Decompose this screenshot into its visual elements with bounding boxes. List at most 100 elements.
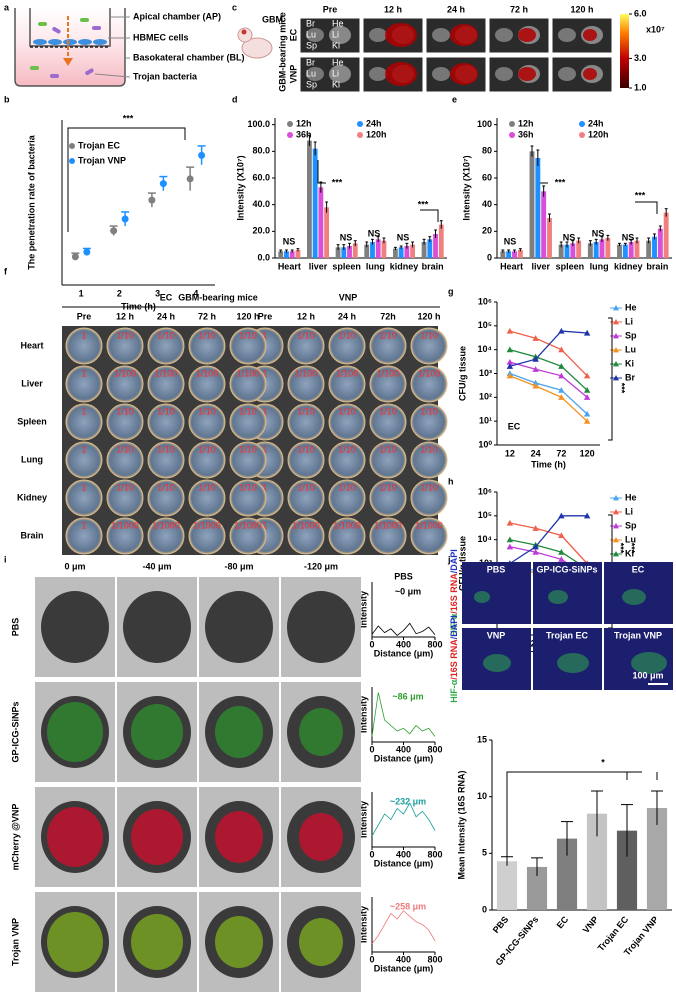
y-tick-label: 10⁵ <box>478 320 492 330</box>
colorbar-label: 1.0 <box>634 82 647 92</box>
point <box>583 512 591 519</box>
diagram-label: Trojan bacteria <box>133 71 198 81</box>
line <box>509 330 588 367</box>
x-axis-label: Time (h) <box>531 459 566 469</box>
annotation: EC <box>508 421 521 431</box>
stain-part: HIF-α <box>449 613 459 636</box>
plate <box>147 441 185 479</box>
fluorescence <box>215 706 263 758</box>
organ <box>329 65 351 83</box>
plate <box>229 327 267 365</box>
dilution-label: 1/100 <box>237 368 260 378</box>
image-label: Trojan EC <box>546 630 589 640</box>
line <box>371 802 436 837</box>
x-tick-label: kidney <box>614 261 643 271</box>
x-tick-label: 0 <box>369 954 374 964</box>
bar <box>335 247 341 258</box>
column-label: 12 h <box>297 311 315 321</box>
plate <box>328 365 366 403</box>
organ-label: Br <box>306 18 315 28</box>
signal <box>583 68 597 80</box>
spheroid <box>205 591 273 663</box>
legend-marker <box>287 121 293 127</box>
point <box>506 543 514 550</box>
x-axis-label: Time (h) <box>121 301 156 311</box>
image-label: PBS <box>487 564 506 574</box>
fluorescence <box>215 811 263 863</box>
x-tick-label: lung <box>366 261 385 271</box>
point <box>532 379 539 386</box>
tumor <box>241 29 247 35</box>
plate <box>188 441 226 479</box>
dilution-label: 1/100 <box>114 368 137 378</box>
organ <box>495 28 513 42</box>
plate <box>65 517 103 555</box>
signal <box>385 62 417 86</box>
annotation: NS <box>504 236 517 246</box>
organ-label: Li <box>332 29 339 39</box>
plate <box>65 479 103 517</box>
dilution-label: 1 <box>262 444 267 454</box>
organ-label: Lu <box>306 29 316 39</box>
x-tick-label: 400 <box>396 954 411 964</box>
dilution-label: 1/100 <box>336 368 359 378</box>
legend-marker <box>287 132 293 138</box>
legend-marker <box>579 132 585 138</box>
bar <box>306 140 312 258</box>
plate <box>410 327 448 365</box>
annotation: * <box>601 757 605 767</box>
column-label: 120 h <box>417 311 440 321</box>
bar <box>312 148 318 258</box>
dilution-label: 1/10 <box>379 482 397 492</box>
point <box>506 327 514 334</box>
dilution-label: 1 <box>81 482 86 492</box>
y-tick-label: 80.0 <box>252 146 270 156</box>
bar <box>381 240 387 258</box>
y-tick-label: 5 <box>482 848 487 858</box>
dilution-label: 1/10 <box>338 330 356 340</box>
plate <box>328 479 366 517</box>
spheroid <box>123 591 191 663</box>
x-tick-label: 12 <box>505 448 515 458</box>
organ-label: Ki <box>332 40 340 50</box>
legend-marker <box>357 132 363 138</box>
organ-label: Sp <box>306 79 317 89</box>
dilution-label: 1/100 <box>418 368 441 378</box>
legend-marker <box>613 551 619 557</box>
row-label: Heart <box>20 340 43 350</box>
scale-bar-label: 100 μm <box>632 670 663 680</box>
plate <box>410 403 448 441</box>
legend-marker <box>509 132 515 138</box>
plate <box>287 403 325 441</box>
x-tick-label: 72 <box>556 448 566 458</box>
legend-marker <box>579 121 585 127</box>
dilution-label: 1/100 <box>377 368 400 378</box>
x-axis-label: Distance (μm) <box>374 963 434 973</box>
dilution-label: 1/100 <box>196 368 219 378</box>
group-label: VNP <box>339 292 358 302</box>
bar <box>599 239 605 258</box>
bar <box>556 838 578 910</box>
column-label: 72h <box>380 311 396 321</box>
bar <box>404 246 410 258</box>
y-tick-label: 100 <box>477 119 492 129</box>
line <box>509 349 588 391</box>
y-tick-label: 60 <box>482 172 492 182</box>
annotation: NS <box>340 232 353 242</box>
bar <box>576 240 582 258</box>
y-tick-label: 80 <box>482 146 492 156</box>
organ <box>369 67 387 81</box>
y-axis-label: Intensity <box>358 801 368 838</box>
annotation: *** <box>418 199 429 209</box>
dilution-label: 1/10 <box>420 330 438 340</box>
stain-part: /DAPI <box>449 615 459 639</box>
colorbar <box>620 14 629 88</box>
plate <box>188 479 226 517</box>
stain-part: /16S RNA <box>449 639 459 680</box>
line <box>509 330 588 377</box>
plate <box>147 365 185 403</box>
column-label: -80 μm <box>224 561 253 571</box>
point <box>583 386 591 393</box>
legend-marker <box>613 537 619 543</box>
plate <box>328 327 366 365</box>
